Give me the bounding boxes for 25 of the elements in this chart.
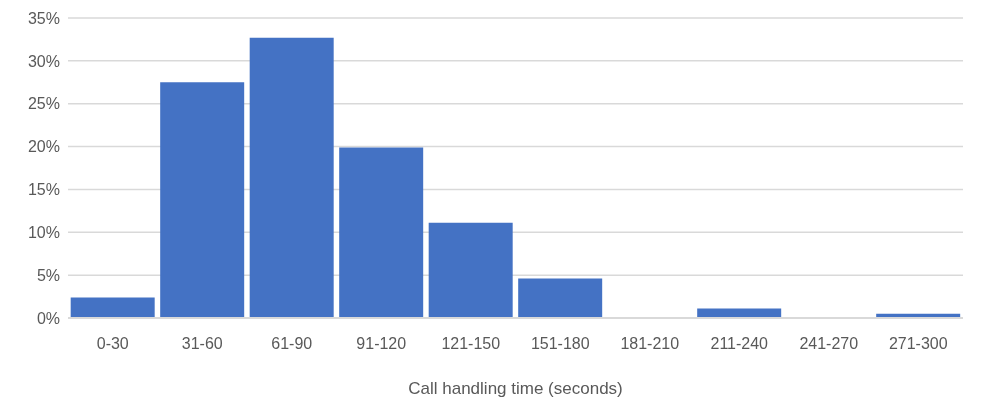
y-tick-label: 35% xyxy=(27,9,60,27)
x-tick-label: 151-180 xyxy=(530,335,590,353)
x-tick-label: 121-150 xyxy=(441,335,501,353)
bar xyxy=(249,37,334,318)
y-tick-label: 5% xyxy=(36,266,60,284)
bar xyxy=(428,222,513,318)
bar xyxy=(160,82,245,318)
bar xyxy=(339,147,424,318)
x-tick-label: 271-300 xyxy=(888,335,948,353)
bar xyxy=(518,278,603,318)
x-tick-label: 181-210 xyxy=(620,335,680,353)
x-tick-label: 31-60 xyxy=(181,335,223,353)
x-tick-label: 0-30 xyxy=(96,335,129,353)
y-tick-label: 15% xyxy=(27,181,60,199)
y-tick-label: 30% xyxy=(27,52,60,70)
y-tick-label: 25% xyxy=(27,95,60,113)
bar xyxy=(70,297,155,318)
x-tick-label: 61-90 xyxy=(271,335,313,353)
x-tick-label: 241-270 xyxy=(799,335,859,353)
x-tick-label: 211-240 xyxy=(710,335,769,353)
y-tick-label: 20% xyxy=(27,138,60,156)
y-tick-label: 10% xyxy=(27,223,60,241)
x-tick-label: 91-120 xyxy=(356,335,407,353)
y-tick-label: 0% xyxy=(36,309,60,327)
x-axis-title: Call handling time (seconds) xyxy=(408,379,623,398)
